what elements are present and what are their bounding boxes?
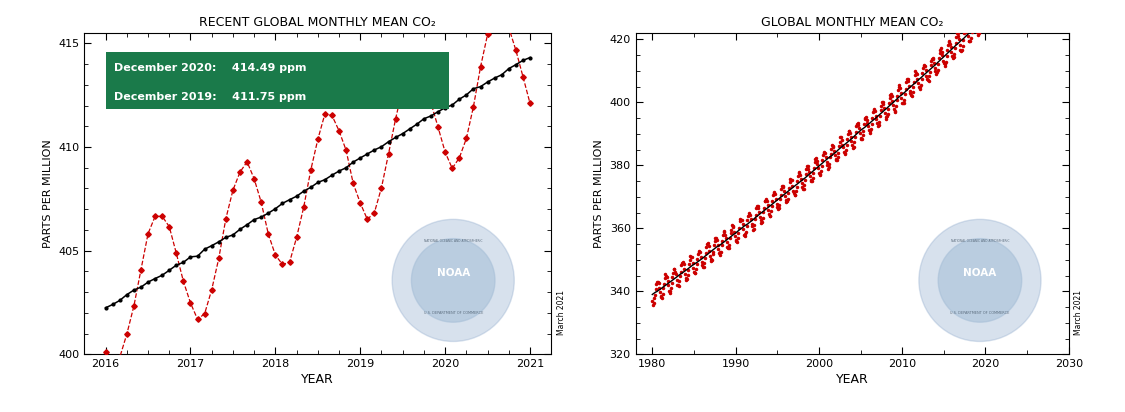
Text: December 2020:    414.49 ppm: December 2020: 414.49 ppm xyxy=(114,63,307,73)
Text: March 2021: March 2021 xyxy=(1074,290,1083,335)
Title: RECENT GLOBAL MONTHLY MEAN CO₂: RECENT GLOBAL MONTHLY MEAN CO₂ xyxy=(199,16,436,29)
X-axis label: YEAR: YEAR xyxy=(302,373,334,386)
Y-axis label: PARTS PER MILLION: PARTS PER MILLION xyxy=(43,139,53,248)
Y-axis label: PARTS PER MILLION: PARTS PER MILLION xyxy=(594,139,604,248)
Title: GLOBAL MONTHLY MEAN CO₂: GLOBAL MONTHLY MEAN CO₂ xyxy=(760,16,944,29)
X-axis label: YEAR: YEAR xyxy=(836,373,868,386)
Text: March 2021: March 2021 xyxy=(557,290,566,335)
Text: December 2019:    411.75 ppm: December 2019: 411.75 ppm xyxy=(114,92,306,102)
FancyBboxPatch shape xyxy=(106,52,449,109)
